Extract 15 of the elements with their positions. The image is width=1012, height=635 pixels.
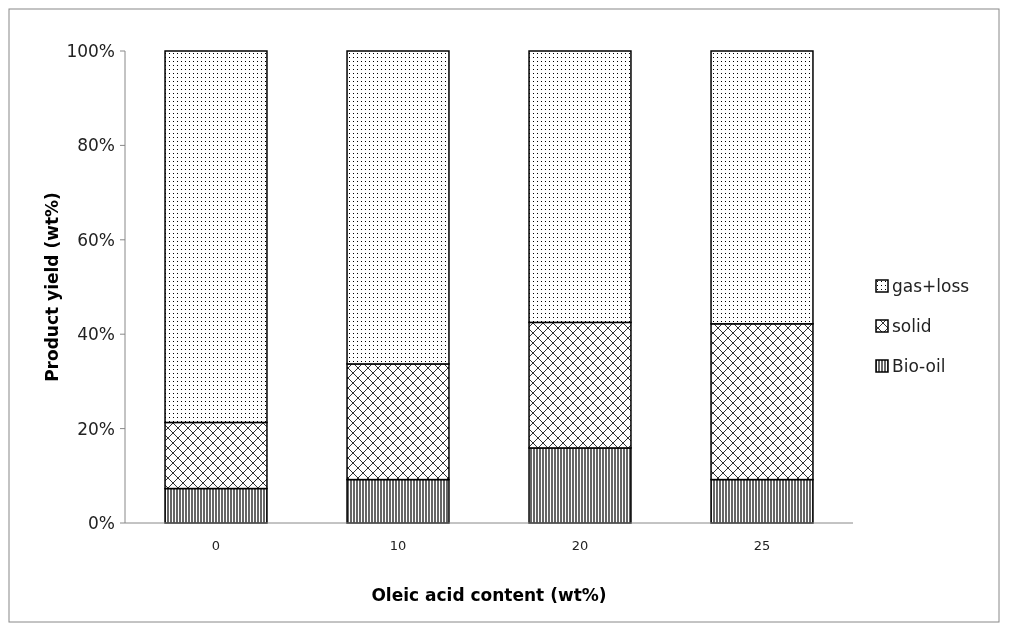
- y-tick-label: 60%: [77, 229, 115, 250]
- x-tick-label: 10: [389, 538, 407, 553]
- legend-label: solid: [892, 315, 932, 336]
- y-tick-label: 80%: [77, 135, 115, 156]
- y-tick-label: 0%: [88, 512, 115, 533]
- y-axis-title: Product yield (wt%): [42, 192, 62, 382]
- x-tick-label: 0: [211, 538, 221, 553]
- x-tick-label: 25: [753, 538, 771, 553]
- x-tick-label: 20: [571, 538, 589, 553]
- y-tick-label: 20%: [77, 418, 115, 439]
- legend-label: gas+loss: [892, 275, 970, 296]
- x-axis-title: Oleic acid content (wt%): [371, 585, 607, 605]
- legend-label: Bio-oil: [892, 355, 946, 376]
- y-tick-label: 40%: [77, 324, 115, 345]
- y-tick-label: 100%: [66, 40, 115, 61]
